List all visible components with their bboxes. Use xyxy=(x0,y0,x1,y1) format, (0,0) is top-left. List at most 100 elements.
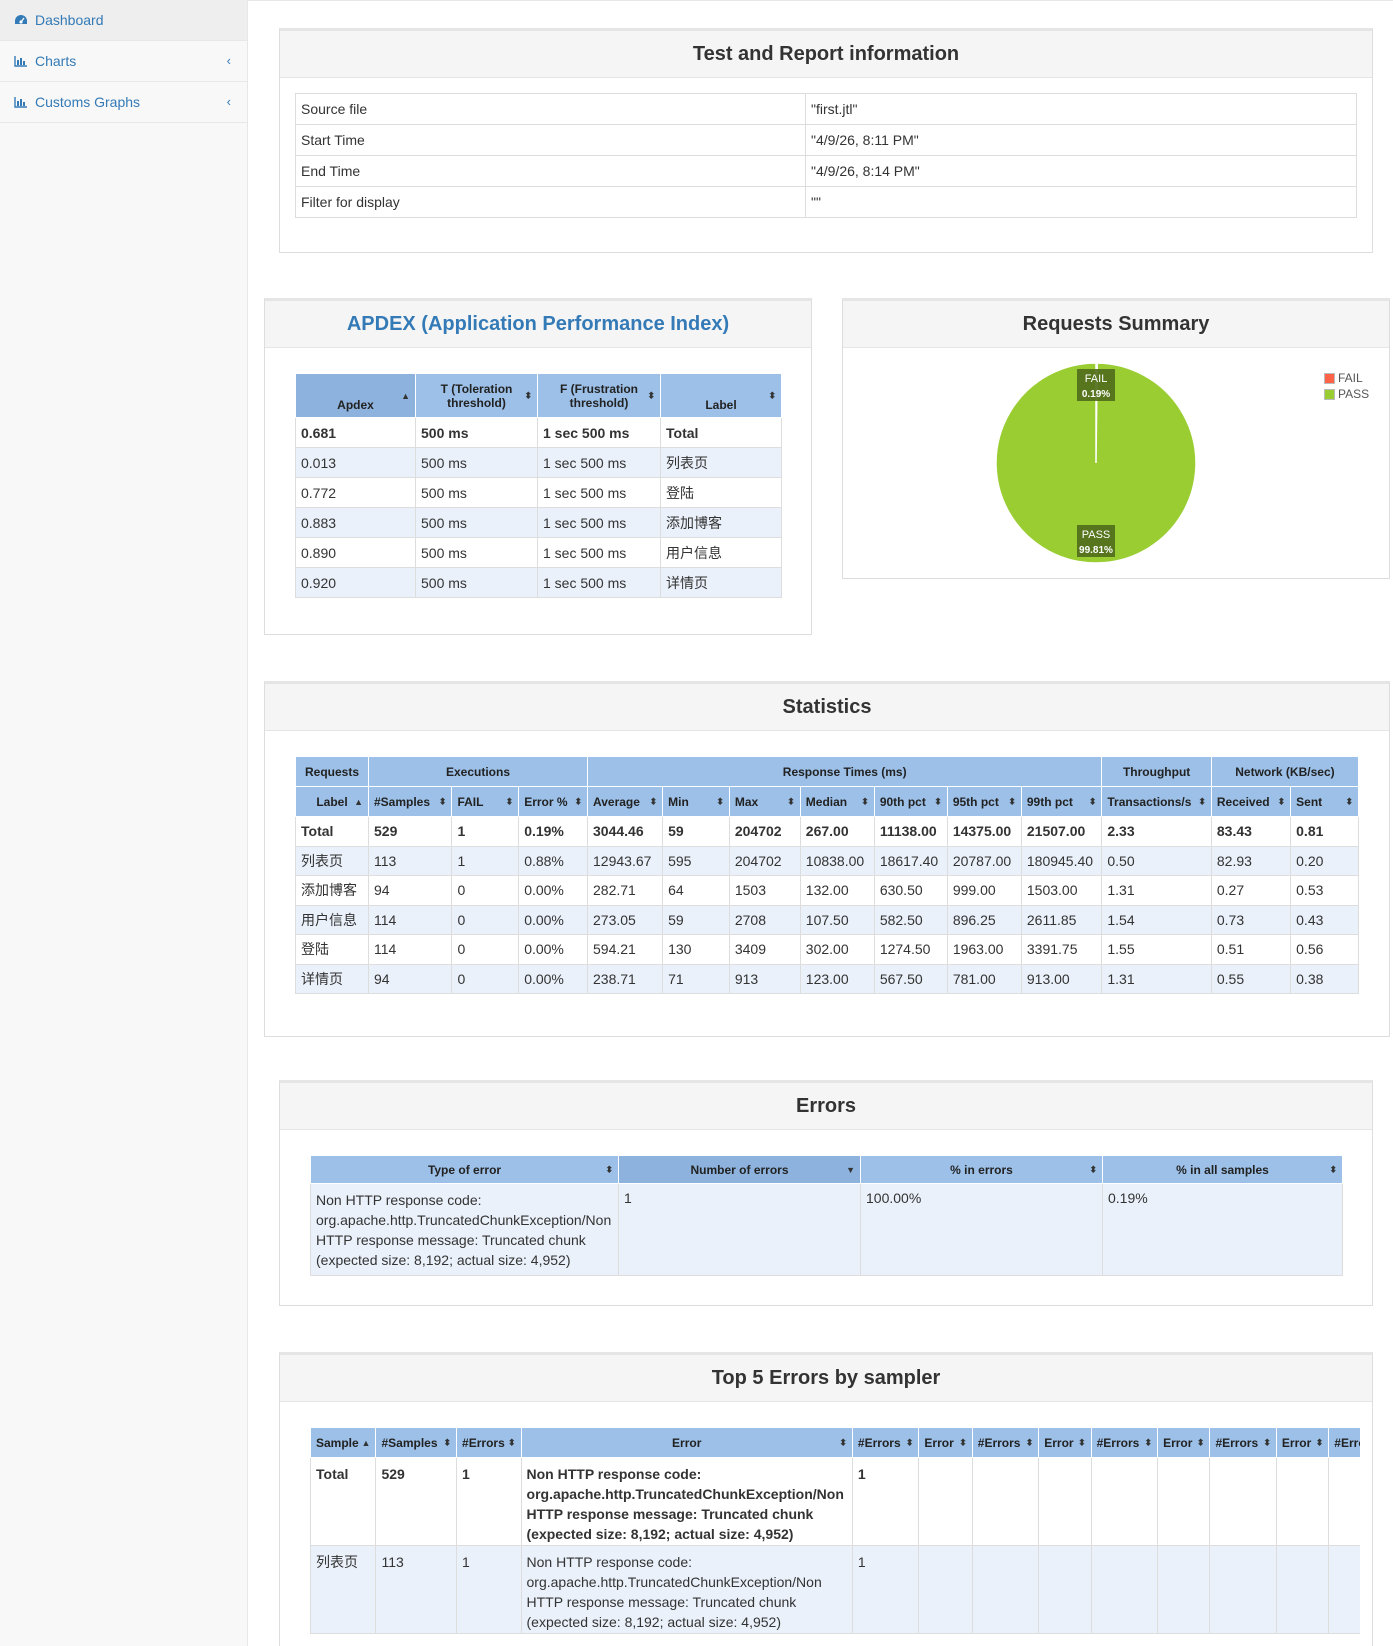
sidebar-item-dashboard[interactable]: Dashboard xyxy=(0,0,247,41)
table-cell: 273.05 xyxy=(587,904,664,935)
table-cell: 1 xyxy=(451,816,520,847)
top5-header[interactable]: Sample ▲ xyxy=(310,1427,377,1458)
svg-text:99.81%: 99.81% xyxy=(1079,545,1113,556)
sort-icon: ⬍ xyxy=(1196,1437,1205,1447)
top5-header[interactable]: #Errors ⬍ xyxy=(851,1427,920,1458)
svg-text:PASS: PASS xyxy=(1082,529,1111,541)
stats-header[interactable]: Sent ⬍ xyxy=(1290,786,1359,817)
top5-header[interactable]: #Errors ⬍ xyxy=(1090,1427,1159,1458)
stats-header[interactable]: Received ⬍ xyxy=(1210,786,1292,817)
sort-icon: ⬍ xyxy=(507,1437,516,1447)
table-cell: 列表页 xyxy=(310,1545,377,1634)
top5-header[interactable]: Error ⬍ xyxy=(520,1427,853,1458)
chevron-left-icon[interactable]: ‹ xyxy=(226,53,231,68)
table-cell: 18617.40 xyxy=(873,845,948,876)
sort-icon: ⬍ xyxy=(438,796,447,806)
sidebar-item-charts[interactable]: Charts ‹ xyxy=(0,41,247,82)
table-cell: 1.31 xyxy=(1101,963,1212,994)
table-row: 详情页 94 0 0.00% 238.71 71 913 123.00 567.50 781.00… xyxy=(295,963,1359,994)
apdex-header-frustration[interactable]: F (Frustration threshold) ⬍ xyxy=(537,373,661,418)
stats-header[interactable]: Error % ⬍ xyxy=(518,786,589,817)
sidebar-item-customs-graphs[interactable]: Customs Graphs ‹ xyxy=(0,82,247,123)
info-key: Source file xyxy=(295,93,806,125)
apdex-header-apdex[interactable]: Apdex ▲ xyxy=(295,373,416,418)
table-cell: 12943.67 xyxy=(587,845,664,876)
table-cell: 1503.00 xyxy=(1020,875,1103,906)
table-cell: 180945.40 xyxy=(1020,845,1103,876)
table-cell xyxy=(1038,1545,1092,1634)
legend-item-fail[interactable]: FAIL xyxy=(1324,370,1369,386)
top5-header[interactable]: Error ⬍ xyxy=(1157,1427,1211,1458)
table-row: 列表页 113 1 0.88% 12943.67 595 204702 10838.00 186… xyxy=(295,845,1359,876)
table-cell: 0.38 xyxy=(1290,963,1359,994)
sidebar-item-label: Customs Graphs xyxy=(35,94,141,110)
pie-chart: FAIL 0.19% PASS 99.81% xyxy=(995,362,1197,564)
test-info-table: Source file "first.jtl" Start Time "4/9/… xyxy=(295,93,1357,218)
legend-swatch xyxy=(1324,388,1335,400)
info-value: "4/9/26, 8:14 PM" xyxy=(805,155,1357,187)
pie-slice-pass[interactable] xyxy=(995,362,1197,564)
top5-table-scroll[interactable]: Sample ▲ #Samples ⬍ #Errors ⬍ Error ⬍ #Errors ⬍ Er… xyxy=(310,1427,1360,1646)
table-cell: 64 xyxy=(662,875,730,906)
sort-icon: ⬍ xyxy=(1263,1437,1271,1447)
stats-header[interactable]: Min ⬍ xyxy=(662,786,730,817)
top5-header[interactable]: #Erro xyxy=(1328,1427,1360,1458)
top5-header[interactable]: Error ⬍ xyxy=(1038,1427,1092,1458)
table-cell: 0.50 xyxy=(1101,845,1212,876)
top5-header[interactable]: Error ⬍ xyxy=(1275,1427,1330,1458)
table-cell: 267.00 xyxy=(799,816,875,847)
table-row: Filter for display "" xyxy=(295,186,1357,218)
table-cell: 1.31 xyxy=(1101,875,1212,906)
top5-header[interactable]: #Samples ⬍ xyxy=(375,1427,458,1458)
info-value: "first.jtl" xyxy=(805,93,1357,125)
stats-header[interactable]: Label ▲ xyxy=(295,786,369,817)
apdex-header-label[interactable]: Label ⬍ xyxy=(660,373,782,418)
stats-header[interactable]: Median ⬍ xyxy=(799,786,875,817)
stats-header[interactable]: FAIL ⬍ xyxy=(451,786,520,817)
error-type: Non HTTP response code: org.apache.http.… xyxy=(310,1183,619,1276)
errors-header-pct-errors[interactable]: % in errors ⬍ xyxy=(860,1155,1103,1184)
errors-header-pct-samples[interactable]: % in all samples ⬍ xyxy=(1102,1155,1343,1184)
stats-header[interactable]: Transactions/s ⬍ xyxy=(1101,786,1212,817)
table-row: End Time "4/9/26, 8:14 PM" xyxy=(295,155,1357,187)
table-cell xyxy=(1157,1457,1211,1546)
table-cell: 1.55 xyxy=(1101,934,1212,965)
errors-header-type[interactable]: Type of error ⬍ xyxy=(310,1155,619,1184)
table-cell: 0.27 xyxy=(1210,875,1292,906)
table-cell: 113 xyxy=(375,1545,458,1634)
table-cell: 500 ms xyxy=(415,477,538,508)
stats-header[interactable]: Average ⬍ xyxy=(587,786,664,817)
table-cell: 0 xyxy=(451,934,520,965)
errors-header-number[interactable]: Number of errors ▼ xyxy=(618,1155,861,1184)
table-cell: 1 xyxy=(451,845,520,876)
group-requests: Requests xyxy=(295,756,369,787)
table-cell: 529 xyxy=(367,816,453,847)
stats-header[interactable]: 99th pct ⬍ xyxy=(1020,786,1103,817)
table-cell: 500 ms xyxy=(415,537,538,568)
sort-icon: ⬍ xyxy=(768,390,776,400)
apdex-header-toleration[interactable]: T (Toleration threshold) ⬍ xyxy=(415,373,538,418)
table-cell: 529 xyxy=(375,1457,458,1546)
stats-header[interactable]: Max ⬍ xyxy=(728,786,801,817)
top5-header[interactable]: Error ⬍ xyxy=(918,1427,973,1458)
chevron-left-icon[interactable]: ‹ xyxy=(226,94,231,109)
table-cell: 1 sec 500 ms xyxy=(537,477,661,508)
stats-header[interactable]: #Samples ⬍ xyxy=(367,786,453,817)
top5-header[interactable]: #Errors ⬍ xyxy=(971,1427,1040,1458)
legend-swatch xyxy=(1324,372,1335,384)
info-key: Start Time xyxy=(295,124,806,156)
table-cell: 20787.00 xyxy=(946,845,1022,876)
table-cell: 0.55 xyxy=(1210,963,1292,994)
table-cell: 添加博客 xyxy=(660,507,782,538)
top5-header[interactable]: #Errors ⬍ xyxy=(456,1427,522,1458)
table-cell: 21507.00 xyxy=(1020,816,1103,847)
table-cell: 999.00 xyxy=(946,875,1022,906)
table-cell: 用户信息 xyxy=(295,904,369,935)
stats-header[interactable]: 90th pct ⬍ xyxy=(873,786,948,817)
table-cell: 列表页 xyxy=(295,845,369,876)
sort-icon: ⬍ xyxy=(1089,1164,1097,1174)
stats-header[interactable]: 95th pct ⬍ xyxy=(946,786,1022,817)
top5-header[interactable]: #Errors ⬍ xyxy=(1209,1427,1277,1458)
table-cell: 71 xyxy=(662,963,730,994)
legend-item-pass[interactable]: PASS xyxy=(1324,386,1369,402)
